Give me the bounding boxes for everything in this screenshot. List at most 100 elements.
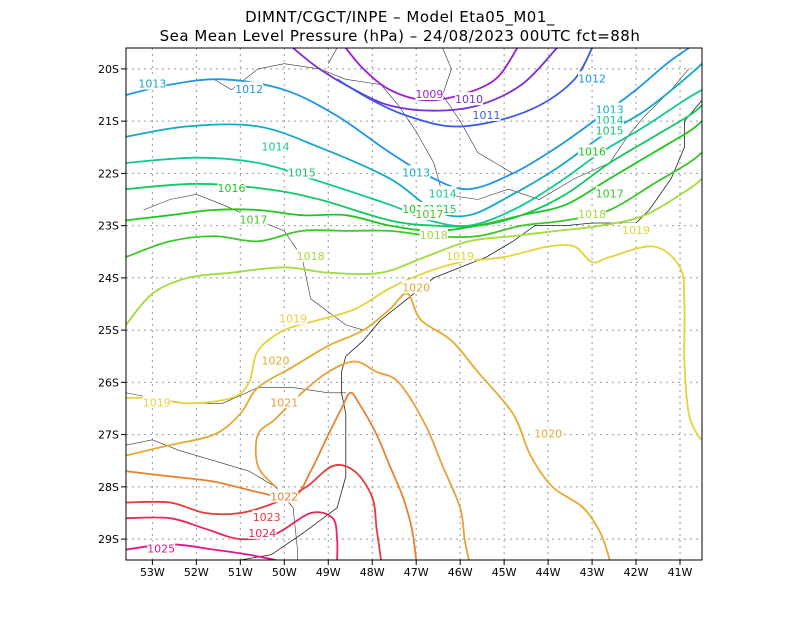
state-border xyxy=(328,48,338,64)
isobar-1009 xyxy=(345,48,519,102)
isobar-label-1017: 1017 xyxy=(595,186,624,200)
isobar-label-bg xyxy=(428,186,457,200)
isobar-1023 xyxy=(126,464,382,560)
isobar-label-bg xyxy=(622,222,651,236)
map-frame xyxy=(125,47,703,561)
isobar-label-bg xyxy=(578,144,607,158)
isobar-label-bg xyxy=(415,87,444,101)
isobar-label-bg xyxy=(147,541,176,555)
isobar-label-1013: 1013 xyxy=(402,165,431,179)
isobar-label-1015: 1015 xyxy=(287,165,316,179)
isobar-label-1019: 1019 xyxy=(142,395,171,409)
isobar-label-1022: 1022 xyxy=(270,489,299,503)
y-tick-label: 24S xyxy=(98,272,119,285)
isobar-label-1023: 1023 xyxy=(252,510,281,524)
isobar-label-bg xyxy=(138,76,167,90)
isobar-label-text: 1024 xyxy=(248,527,276,540)
isobar-label-text: 1018 xyxy=(420,229,448,242)
isobar-label-text: 1018 xyxy=(578,208,606,221)
isobar-label-1025: 1025 xyxy=(147,541,176,556)
isobar-label-text: 1015 xyxy=(596,125,624,138)
isobar-label-text: 1020 xyxy=(261,354,289,367)
isobar-label-1020: 1020 xyxy=(534,426,563,441)
isobar-label-text: 1019 xyxy=(622,224,650,237)
isobar-1010 xyxy=(292,48,558,112)
isobar-label-1015: 1015 xyxy=(595,123,624,138)
x-tick-label: 50W xyxy=(272,566,297,579)
isobar-label-text: 1017 xyxy=(415,208,443,221)
state-border xyxy=(213,63,690,200)
isobar-label-1014: 1014 xyxy=(261,139,290,153)
state-border xyxy=(143,193,364,331)
isobar-label-1010: 1010 xyxy=(454,92,483,106)
isobar-label-bg xyxy=(261,139,290,153)
isobar-label-1016: 1016 xyxy=(578,144,607,158)
isobar-label-bg xyxy=(534,426,563,440)
isobar-label-1013: 1013 xyxy=(138,76,167,91)
y-tick-label: 26S xyxy=(98,376,119,389)
isobar-label-1024: 1024 xyxy=(248,525,277,540)
isobar-label-bg xyxy=(415,207,444,221)
isobar-label-bg xyxy=(239,212,268,226)
isobar-label-text: 1019 xyxy=(446,250,474,263)
isobar-label-bg xyxy=(270,395,299,409)
isobar-label-text: 1010 xyxy=(455,93,483,106)
isobar-1020 xyxy=(126,292,611,560)
isobar-label-bg xyxy=(419,228,448,242)
isobar-label-bg xyxy=(142,395,171,409)
isobar-1013 xyxy=(126,63,702,218)
isobar-label-1018: 1018 xyxy=(419,228,448,242)
isobar-label-1014: 1014 xyxy=(428,186,457,200)
x-tick-label: 43W xyxy=(580,566,605,579)
state-border xyxy=(442,48,514,174)
y-tick-label: 27S xyxy=(98,429,119,442)
isobar-label-1019: 1019 xyxy=(622,222,651,237)
isobar-label-text: 1019 xyxy=(143,396,171,409)
axes: 53W 52W 51W 50W 49W 48W 47W 46W 45W 44W 43W 42W 41W 2… xyxy=(98,63,693,579)
isobar-label-text: 1017 xyxy=(240,213,268,226)
isobar-label-1020: 1020 xyxy=(261,353,290,367)
y-tick-label: 21S xyxy=(98,115,119,128)
isobar-label-bg xyxy=(217,181,246,195)
x-tick-label: 53W xyxy=(140,566,165,579)
isobar-label-bg xyxy=(270,489,299,503)
isobar-label-text: 1019 xyxy=(279,313,307,326)
isobar-label-text: 1013 xyxy=(402,166,430,179)
isobar-label-text: 1012 xyxy=(578,72,606,85)
y-tick-label: 28S xyxy=(98,481,119,494)
isobar-label-bg xyxy=(578,207,607,221)
isobar-label-bg xyxy=(578,71,607,85)
isobar-label-bg xyxy=(595,102,624,116)
isobar-label-text: 1020 xyxy=(402,281,430,294)
x-tick-label: 52W xyxy=(184,566,209,579)
isobar-label-bg xyxy=(595,123,624,137)
isobar-label-1012: 1012 xyxy=(235,81,264,96)
x-tick-label: 45W xyxy=(492,566,517,579)
isobar-label-bg xyxy=(595,113,624,127)
isobar-label-1017: 1017 xyxy=(239,212,268,226)
isobar-label-bg xyxy=(446,248,475,262)
isobar-1021 xyxy=(254,360,470,560)
isobar-label-text: 1012 xyxy=(235,83,263,96)
isobar-label-bg xyxy=(287,165,316,179)
state-border xyxy=(126,439,298,560)
isobar-label-text: 1013 xyxy=(138,78,166,91)
isobar-1011 xyxy=(336,48,593,128)
isobar-label-text: 1014 xyxy=(261,140,289,153)
isobar-label-bg xyxy=(261,353,290,367)
isobar-label-bg xyxy=(296,248,325,262)
x-tick-label: 46W xyxy=(448,566,473,579)
isobar-label-bg xyxy=(595,186,624,200)
y-tick-label: 20S xyxy=(98,63,119,76)
isobar-label-text: 1020 xyxy=(534,428,562,441)
y-tick-label: 25S xyxy=(98,324,119,337)
isobar-label-text: 1017 xyxy=(596,187,624,200)
isobar-label-text: 1009 xyxy=(415,88,443,101)
isobar-label-1016: 1016 xyxy=(218,181,246,195)
isobar-label-text: 1025 xyxy=(147,543,175,556)
x-tick-label: 47W xyxy=(404,566,429,579)
x-tick-label: 42W xyxy=(624,566,649,579)
isobar-label-text: 1015 xyxy=(288,166,316,179)
isobar-label-bg xyxy=(454,92,483,106)
